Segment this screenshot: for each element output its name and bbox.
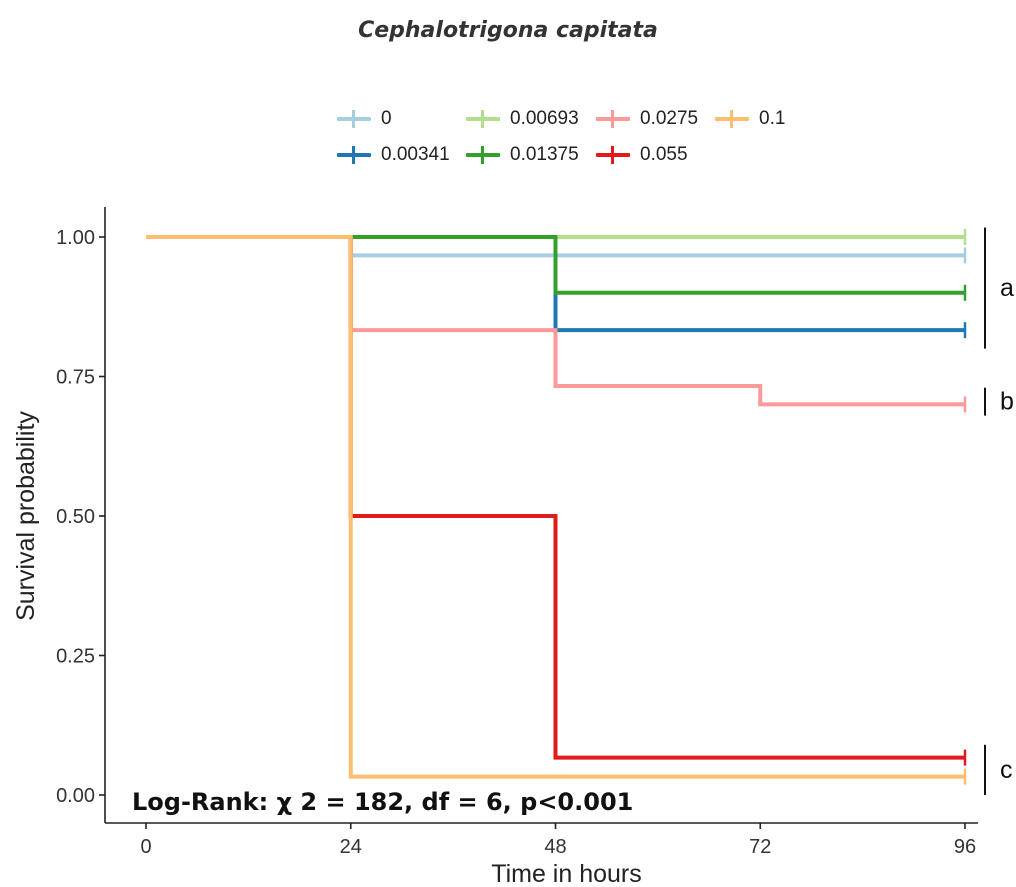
legend: 0 0.00341 0.00693 0.01375 0.0275 0.055 0.1 [0, 0, 1016, 180]
group-label-c: c [1000, 756, 1013, 784]
legend-swatch [466, 107, 500, 131]
legend-swatch [596, 143, 630, 167]
x-tick-label: 0 [140, 836, 151, 858]
legend-swatch [715, 107, 749, 131]
legend-label: 0.1 [759, 108, 786, 129]
y-tick-label: 0.25 [56, 646, 95, 668]
legend-label: 0 [381, 108, 392, 129]
legend-swatch [596, 107, 630, 131]
y-tick-label: 0.75 [56, 367, 95, 389]
legend-item-0.0275: 0.0275 [596, 107, 698, 131]
legend-item-0.00341: 0.00341 [337, 143, 450, 167]
y-axis-label: Survival probability [12, 411, 40, 621]
chart-title: Cephalotrigona capitata [358, 18, 658, 43]
legend-item-0.01375: 0.01375 [466, 143, 579, 167]
legend-label: 0.00341 [381, 144, 450, 165]
series-line-0.01375 [146, 235, 965, 295]
series-line-0.1 [146, 235, 965, 779]
group-label-b: b [1000, 388, 1014, 416]
legend-label: 0.01375 [510, 144, 579, 165]
x-tick-label: 72 [749, 836, 771, 858]
legend-item-0.1: 0.1 [715, 107, 785, 131]
x-tick-label: 96 [954, 836, 976, 858]
y-tick-label: 0.50 [56, 506, 95, 528]
legend-item-0: 0 [337, 107, 392, 131]
legend-swatch [337, 143, 371, 167]
x-tick-label: 24 [340, 836, 362, 858]
legend-swatch [337, 107, 371, 131]
group-label-a: a [1000, 274, 1014, 302]
y-tick-label: 1.00 [56, 227, 95, 249]
legend-label: 0.0275 [640, 108, 699, 129]
legend-item-0.055: 0.055 [596, 143, 688, 167]
legend-item-0.00693: 0.00693 [466, 107, 579, 131]
x-tick-label: 48 [544, 836, 566, 858]
legend-swatch [466, 143, 500, 167]
log-rank-annotation: Log-Rank: χ 2 = 182, df = 6, p<0.001 [132, 788, 634, 816]
y-tick-label: 0.00 [56, 785, 95, 807]
legend-label: 0.00693 [510, 108, 579, 129]
x-axis-label: Time in hours [491, 860, 642, 887]
legend-label: 0.055 [640, 144, 688, 165]
